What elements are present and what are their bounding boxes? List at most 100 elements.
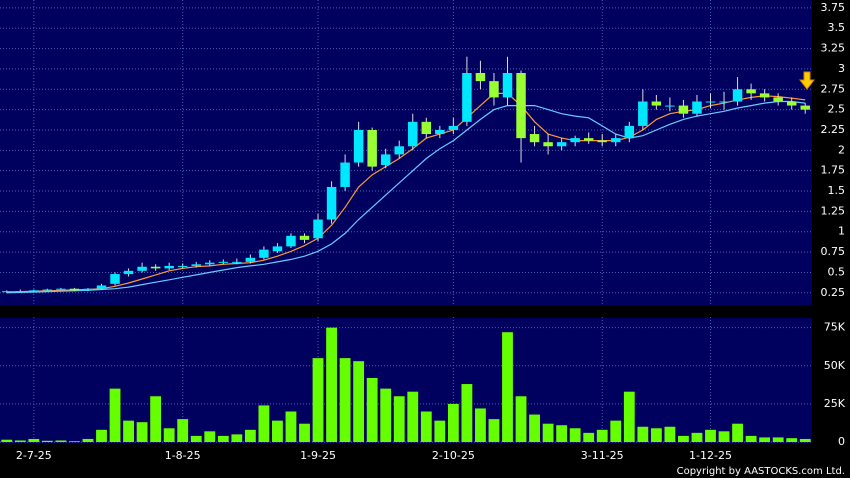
candle-body: [56, 288, 66, 290]
volume-bar: [380, 388, 392, 442]
x-tick-label: 3-11-25: [581, 449, 624, 462]
candle-body: [502, 73, 513, 98]
volume-bar: [420, 411, 432, 442]
candle-body: [705, 101, 716, 103]
volume-bar: [163, 428, 175, 442]
y-tick-label: 2.25: [821, 123, 846, 136]
volume-bar: [312, 358, 324, 442]
volume-bar: [691, 432, 703, 442]
candle-body: [340, 162, 350, 187]
candle-body: [2, 291, 12, 293]
candle-body: [759, 93, 770, 98]
y-tick-label: 3.25: [821, 42, 846, 55]
candle-body: [326, 186, 337, 220]
volume-bar: [231, 434, 243, 442]
volume-bar: [69, 441, 80, 442]
volume-bar: [637, 426, 649, 442]
candle-body: [638, 101, 648, 126]
candle-body: [83, 288, 93, 291]
volume-bar: [190, 435, 202, 442]
volume-bar: [786, 438, 798, 442]
volume-bar: [217, 435, 229, 442]
y-tick-label: 2.75: [821, 82, 846, 95]
candle-body: [286, 235, 296, 247]
volume-bar: [244, 429, 256, 442]
y-tick-label: 1.5: [828, 184, 846, 197]
y-tick-label: 0: [838, 435, 845, 448]
x-tick-label: 1-12-25: [689, 449, 732, 462]
candle-body: [597, 140, 607, 143]
volume-bar: [569, 428, 581, 442]
candle-body: [489, 81, 499, 98]
candle-body: [96, 285, 107, 289]
volume-bar: [14, 440, 26, 442]
candle-body: [218, 261, 229, 263]
y-tick-label: 2: [838, 143, 845, 156]
candle-body: [475, 73, 486, 82]
candle-body: [177, 265, 188, 267]
volume-bar: [366, 377, 378, 442]
candle-body: [773, 97, 783, 102]
candle-body: [353, 129, 364, 163]
y-tick-label: 0.5: [828, 265, 846, 278]
volume-bar: [393, 396, 405, 442]
candle-body: [651, 101, 662, 106]
candle-body: [719, 101, 729, 103]
candle-body: [150, 266, 161, 269]
volume-bar: [177, 419, 189, 442]
candle-body: [272, 246, 283, 252]
volume-bar: [299, 423, 310, 442]
volume-bar: [434, 420, 446, 442]
volume-bar: [650, 428, 662, 442]
candle-body: [313, 219, 323, 239]
candle-body: [259, 249, 269, 258]
candle-body: [678, 105, 689, 114]
candle-body: [367, 129, 377, 167]
candle-body: [123, 270, 134, 275]
volume-bar: [745, 435, 757, 442]
candle-body: [421, 121, 432, 135]
y-tick-label: 3: [838, 62, 845, 75]
candle-body: [137, 266, 147, 271]
candle-body: [394, 146, 404, 155]
candle-body: [543, 142, 553, 147]
volume-bar: [326, 327, 337, 442]
y-tick-label: 0.75: [821, 245, 846, 258]
candle-body: [205, 262, 215, 265]
candle-body: [69, 288, 80, 291]
volume-bar: [28, 438, 40, 442]
volume-bar: [705, 429, 716, 442]
y-tick-label: 1: [838, 225, 845, 238]
candle-body: [556, 142, 567, 147]
volume-bar: [529, 414, 540, 442]
volume-bar: [488, 419, 500, 442]
candle-body: [611, 138, 621, 143]
volume-bar: [353, 361, 365, 442]
volume-bar: [502, 332, 513, 442]
candle-body: [786, 101, 797, 106]
volume-bar: [542, 423, 554, 442]
candle-body: [448, 125, 459, 130]
volume-bar: [596, 429, 608, 442]
candle-body: [462, 73, 472, 122]
candle-body: [435, 129, 445, 135]
candle-body: [746, 89, 756, 94]
y-tick-label: 50K: [824, 359, 846, 372]
candle-body: [516, 73, 526, 139]
moving-average-line: [6, 92, 806, 293]
volume-bar: [407, 391, 419, 442]
candle-body: [191, 264, 201, 266]
candle-body: [232, 261, 242, 263]
volume-bar: [772, 437, 784, 442]
volume-bar: [150, 396, 162, 442]
candle-body: [380, 154, 391, 165]
x-tick-label: 2-10-25: [432, 449, 475, 462]
candle-body: [529, 134, 540, 143]
volume-bar: [96, 429, 107, 442]
y-tick-label: 3.5: [828, 21, 846, 34]
volume-bar: [82, 438, 94, 442]
y-tick-label: 0.25: [821, 286, 846, 299]
volume-bar: [610, 420, 622, 442]
volume-bar: [339, 358, 351, 442]
